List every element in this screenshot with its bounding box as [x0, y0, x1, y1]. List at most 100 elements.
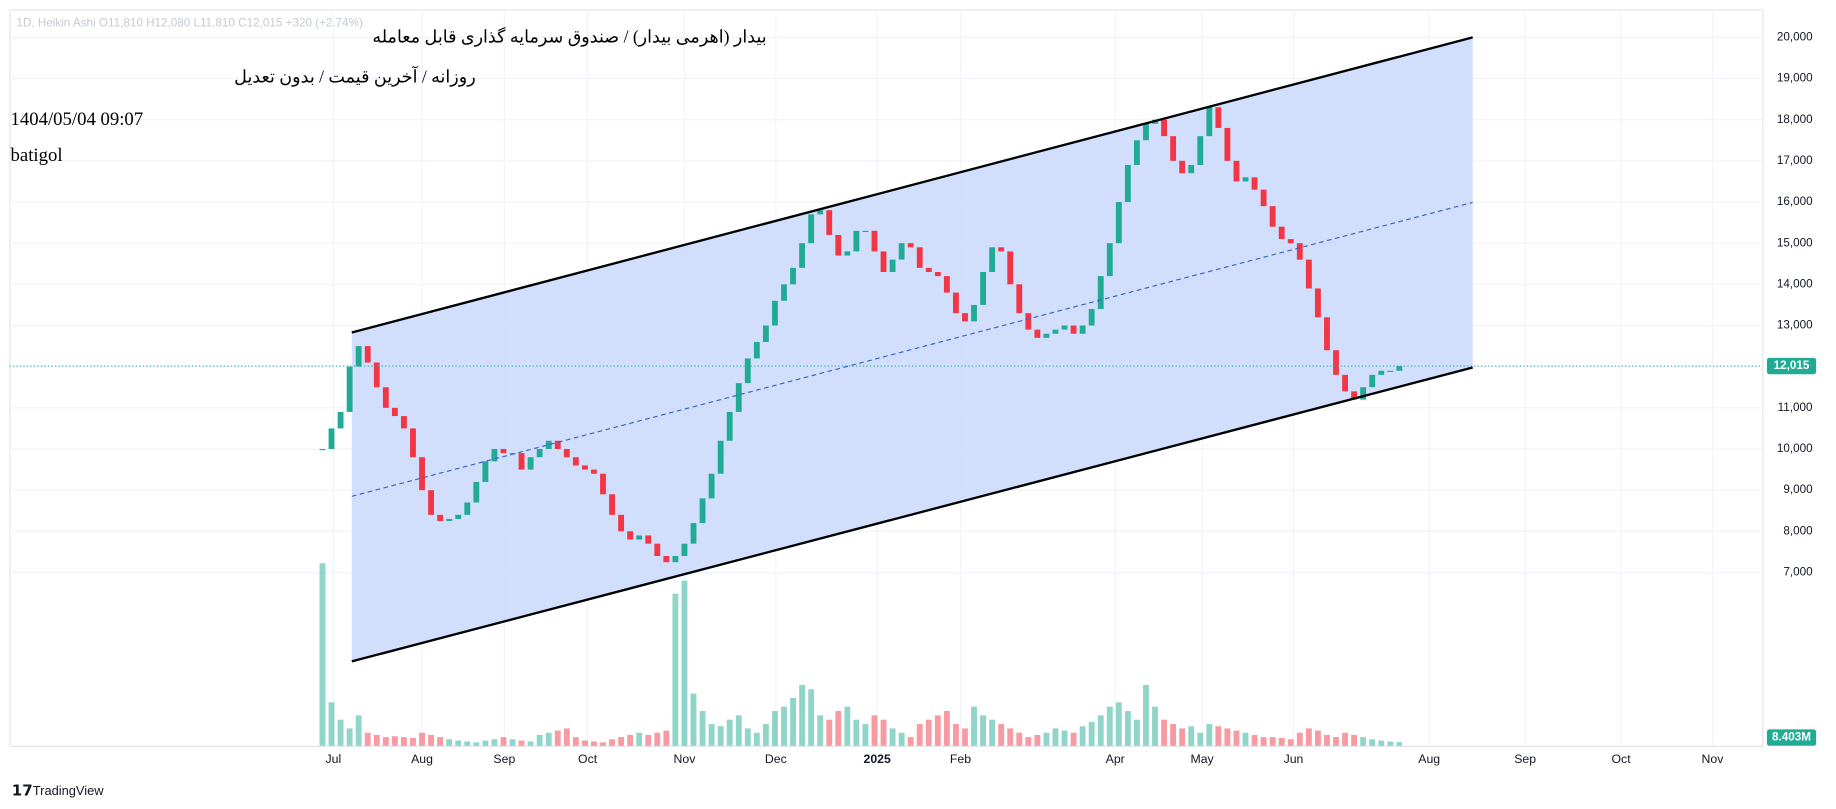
volume-bar — [1342, 732, 1348, 746]
candle-body — [1333, 350, 1339, 375]
candle-body — [889, 259, 896, 272]
volume-bar — [591, 741, 597, 746]
candle-body — [735, 383, 742, 412]
volume-bar — [627, 734, 634, 746]
candle-body — [1387, 370, 1394, 372]
candle-body — [672, 556, 679, 563]
candle-body — [1396, 366, 1403, 371]
candle-body — [618, 514, 625, 532]
candle-body — [500, 448, 507, 454]
volume-bar — [663, 730, 670, 746]
volume-bar — [799, 684, 806, 746]
candle-body — [699, 498, 706, 524]
volume-bar — [373, 734, 380, 746]
candle-body — [1124, 164, 1131, 203]
candle-body — [319, 448, 326, 451]
volume-bar — [1369, 739, 1376, 746]
candle-body — [772, 300, 778, 326]
candle-body — [681, 543, 688, 557]
volume-bar — [1314, 730, 1321, 746]
x-tick-label: Feb — [950, 752, 971, 766]
candle-body — [998, 247, 1005, 252]
candle-body — [1378, 370, 1385, 375]
volume-bar — [500, 737, 507, 746]
y-tick-label: 19,000 — [1777, 72, 1813, 85]
candle-body — [1097, 276, 1104, 310]
x-tick-label: Aug — [411, 752, 433, 766]
candle-body — [980, 271, 987, 305]
x-tick-label: Sep — [1514, 752, 1536, 766]
volume-bar — [925, 719, 932, 746]
candle-body — [1233, 160, 1240, 182]
volume-bar — [319, 563, 326, 746]
volume-bar — [1088, 721, 1095, 746]
volume-bar — [464, 741, 471, 746]
candle-body — [1133, 140, 1140, 165]
volume-bar — [871, 715, 878, 746]
candle-body — [1360, 387, 1367, 400]
volume-bar — [971, 706, 977, 746]
volume-bar — [518, 740, 525, 746]
volume-bar — [835, 711, 842, 746]
volume-bar — [346, 728, 353, 746]
volume-bar — [880, 719, 887, 746]
x-tick-label: May — [1190, 752, 1214, 766]
candle-body — [654, 543, 661, 557]
candle-body — [989, 247, 996, 272]
candle-body — [419, 457, 425, 491]
candle-body — [1161, 119, 1167, 137]
volume-bar — [1206, 724, 1213, 746]
y-tick-label: 16,000 — [1777, 195, 1813, 208]
candle-body — [880, 251, 887, 272]
volume-bar — [1197, 732, 1204, 746]
candle-body — [1314, 288, 1321, 318]
y-tick-label: 20,000 — [1777, 30, 1813, 43]
volume-bar — [581, 740, 588, 746]
x-tick-label: Nov — [674, 752, 697, 766]
volume-bar — [654, 732, 661, 746]
candle-body — [337, 411, 344, 429]
volume-bar — [817, 715, 824, 746]
candle-body — [581, 465, 588, 470]
x-tick-label: Oct — [578, 752, 598, 766]
volume-bar — [337, 719, 344, 746]
volume-bar — [400, 737, 407, 746]
y-tick-label: 8,000 — [1783, 524, 1813, 537]
candle-body — [1278, 226, 1285, 240]
candle-body — [953, 292, 959, 314]
volume-bar — [1278, 737, 1285, 746]
volume-bar — [1333, 737, 1339, 746]
volume-bar — [998, 724, 1005, 746]
timestamp: 1404/05/04 09:07 — [11, 109, 144, 130]
volume-bar — [708, 724, 715, 746]
candle-body — [808, 214, 815, 244]
y-tick-label: 10,000 — [1777, 442, 1813, 455]
candle-body — [835, 234, 842, 256]
candle-body — [572, 457, 579, 466]
candle-body — [391, 407, 398, 417]
volume-bar — [455, 740, 462, 746]
candle-body — [1170, 136, 1177, 161]
candle-body — [1188, 164, 1195, 174]
volume-bar — [491, 739, 498, 746]
volume-bar — [1269, 737, 1276, 746]
x-tick-label: Aug — [1418, 752, 1440, 766]
volume-bar — [953, 724, 959, 746]
candle-body — [853, 230, 860, 252]
x-tick-label: Oct — [1612, 752, 1632, 766]
volume-bar — [681, 580, 688, 746]
volume-bar — [1124, 711, 1131, 746]
volume-bar — [482, 740, 489, 746]
candle-body — [799, 243, 806, 268]
candle-body — [1179, 160, 1186, 174]
candle-body — [437, 514, 444, 522]
volume-bar — [554, 730, 561, 746]
candle-body — [373, 362, 380, 388]
volume-bar — [572, 737, 579, 746]
volume-bar — [1097, 715, 1104, 746]
candle-body — [1106, 243, 1113, 277]
last-price-box — [1766, 357, 1817, 375]
candle-body — [1206, 107, 1213, 137]
candle-body — [600, 473, 606, 495]
candle-body — [826, 210, 833, 235]
